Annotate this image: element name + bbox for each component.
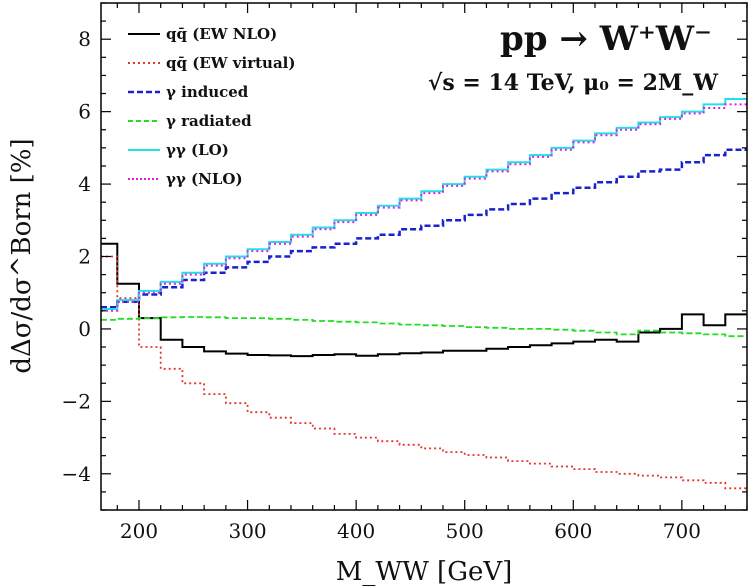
y-tick-label: 6 xyxy=(78,100,91,124)
legend-label-gg-nlo: γγ (NLO) xyxy=(166,170,243,188)
legend-label-gamma-induced: γ induced xyxy=(166,83,249,101)
x-tick-label: 200 xyxy=(120,519,158,543)
y-tick-label: 4 xyxy=(78,172,91,196)
x-tick-label: 700 xyxy=(663,519,701,543)
series-0-step-line xyxy=(101,242,747,358)
y-tick-label: −2 xyxy=(62,389,91,413)
series-5-step-line xyxy=(101,103,747,312)
legend: qq̄ (EW NLO) qq̄ (EW virtual) γ induced … xyxy=(128,25,295,188)
tick-layer: 200 300 400 500 600 700 8 6 4 2 0 −2 −4 xyxy=(62,2,748,543)
y-tick-label: 8 xyxy=(78,27,91,51)
y-tick-label: −4 xyxy=(62,462,91,486)
x-tick-label: 600 xyxy=(554,519,592,543)
x-tick-label: 400 xyxy=(337,519,375,543)
series-2-step-line xyxy=(101,148,747,309)
x-tick-label: 500 xyxy=(446,519,484,543)
process-subtitle: √s = 14 TeV, μ₀ = 2M_W xyxy=(428,70,718,96)
legend-label-ew-virtual: qq̄ (EW virtual) xyxy=(166,54,295,72)
y-tick-label: 2 xyxy=(78,245,91,269)
y-axis-title: dΔσ/dσ^Born [%] xyxy=(7,138,37,373)
y-tick-label: 0 xyxy=(78,317,91,341)
legend-label-gamma-radiated: γ radiated xyxy=(166,112,252,130)
x-tick-label: 300 xyxy=(228,519,266,543)
legend-label-ew-nlo: qq̄ (EW NLO) xyxy=(166,25,277,43)
series-layer xyxy=(101,98,747,490)
x-axis-title: M_WW [GeV] xyxy=(336,557,513,586)
legend-label-gg-lo: γγ (LO) xyxy=(166,141,229,159)
process-title: pp → W⁺W⁻ xyxy=(500,19,712,59)
series-3-step-line xyxy=(101,316,747,338)
series-1-step-line xyxy=(101,255,747,490)
series-4-step-line xyxy=(101,98,747,310)
